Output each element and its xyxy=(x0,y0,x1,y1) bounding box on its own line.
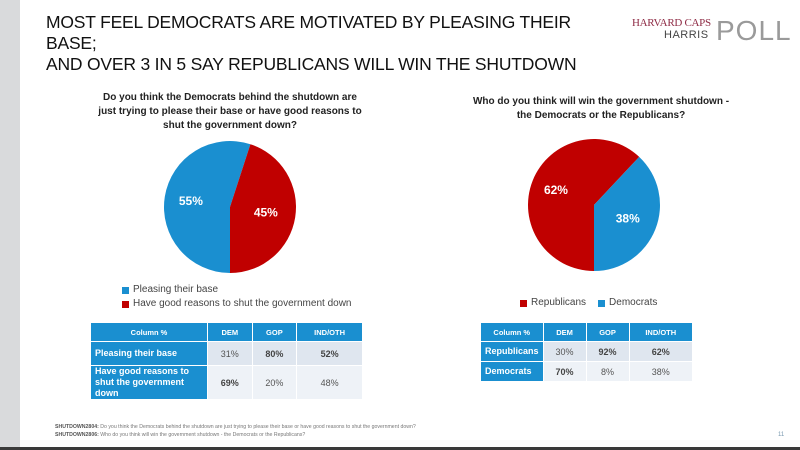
column-header: IND/OTH xyxy=(296,322,363,342)
crosstab-shutdown-winner: Column % DEM GOP IND/OTH Republicans 30%… xyxy=(480,322,694,382)
pie-chart-base-motivation: 55% 45% xyxy=(163,141,296,273)
row-label: Have good reasons to shut the government… xyxy=(90,365,208,400)
harvard-caps-harris-poll-logo: HARVARD CAPS HARRIS POLL xyxy=(632,14,791,50)
bottom-bar xyxy=(0,447,800,450)
table-header-row: Column % DEM GOP IND/OTH xyxy=(90,322,363,342)
table-cell: 20% xyxy=(251,365,298,400)
legend-swatch-blue xyxy=(598,299,606,307)
table-cell: 70% xyxy=(542,361,587,382)
footnote-code: SHUTDOWN2804: xyxy=(55,424,99,430)
slide-title: MOST FEEL DEMOCRATS ARE MOTIVATED BY PLE… xyxy=(46,12,606,75)
table-cell: 92% xyxy=(585,341,630,362)
footnote-text: Who do you think will win the government… xyxy=(98,432,306,438)
pie-slice-democrats xyxy=(594,156,660,271)
footnote-text: Do you think the Democrats behind the sh… xyxy=(98,424,416,430)
table-row: Republicans 30% 92% 62% xyxy=(480,341,694,362)
footnote-code: SHUTDOWN2806: xyxy=(55,432,99,438)
table-cell: 69% xyxy=(207,365,253,400)
legend-item: Have good reasons to shut the government… xyxy=(122,297,351,311)
question-1-line: just trying to please their base or have… xyxy=(98,106,362,117)
table-cell: 8% xyxy=(585,361,630,382)
logo-harris: HARRIS xyxy=(664,29,709,41)
logo-harvard-caps: HARVARD CAPS xyxy=(632,17,711,29)
legend-item: Pleasing their base xyxy=(122,283,351,297)
table-cell: 38% xyxy=(628,361,694,382)
pie-2-legend: Republicans Democrats xyxy=(520,296,657,310)
legend-label: Democrats xyxy=(609,297,658,308)
table-row: Pleasing their base 31% 80% 52% xyxy=(90,341,363,366)
legend-label: Republicans xyxy=(531,297,587,308)
footnote: SHUTDOWN2804: Do you think the Democrats… xyxy=(55,423,416,431)
pie-data-label: 38% xyxy=(616,211,640,225)
logo-poll: POLL xyxy=(716,15,792,46)
question-1-title: Do you think the Democrats behind the sh… xyxy=(86,91,374,133)
pie-chart-shutdown-winner: 62% 38% xyxy=(528,138,660,271)
footnotes: SHUTDOWN2804: Do you think the Democrats… xyxy=(55,423,416,439)
legend-swatch-red xyxy=(122,300,129,308)
question-2-line: Who do you think will win the government… xyxy=(472,96,730,107)
table-row: Have good reasons to shut the government… xyxy=(90,365,363,400)
legend-swatch-blue xyxy=(122,286,129,294)
pie-slice-pleasing-their-base xyxy=(163,141,251,273)
row-label: Republicans xyxy=(480,341,544,362)
question-2-line: the Democrats or the Republicans? xyxy=(516,110,686,121)
legend-label: Pleasing their base xyxy=(133,284,219,295)
row-label: Pleasing their base xyxy=(90,341,208,366)
table-cell: 80% xyxy=(251,341,298,366)
column-header: GOP xyxy=(585,322,630,342)
column-header: DEM xyxy=(542,322,587,342)
row-label: Democrats xyxy=(480,361,544,382)
legend-item: Republicans xyxy=(520,296,586,310)
title-line-2: AND OVER 3 IN 5 SAY REPUBLICANS WILL WIN… xyxy=(46,54,577,74)
question-1-line: Do you think the Democrats behind the sh… xyxy=(103,92,357,103)
column-header: DEM xyxy=(207,322,253,342)
pie-slice-have-good-reasons-to-shut-the-government-down xyxy=(230,144,296,273)
table-cell: 52% xyxy=(296,341,363,366)
pie-1-legend: Pleasing their base Have good reasons to… xyxy=(122,283,351,311)
legend-label: Have good reasons to shut the government… xyxy=(133,298,352,309)
legend-item: Democrats xyxy=(598,296,657,310)
column-header: Column % xyxy=(480,322,544,342)
table-cell: 31% xyxy=(207,341,253,366)
question-2-title: Who do you think will win the government… xyxy=(470,95,732,123)
left-accent-bar xyxy=(0,0,20,447)
pie-data-label: 55% xyxy=(179,194,203,208)
table-cell: 30% xyxy=(542,341,587,362)
page-number: 11 xyxy=(778,432,785,438)
pie-data-label: 45% xyxy=(254,206,278,220)
title-line-1: MOST FEEL DEMOCRATS ARE MOTIVATED BY PLE… xyxy=(46,12,571,53)
table-row: Democrats 70% 8% 38% xyxy=(480,361,694,382)
table-cell: 62% xyxy=(628,341,694,362)
crosstab-base-motivation: Column % DEM GOP IND/OTH Pleasing their … xyxy=(90,322,363,400)
table-cell: 48% xyxy=(296,365,363,400)
column-header: IND/OTH xyxy=(628,322,694,342)
footnote: SHUTDOWN2806: Who do you think will win … xyxy=(55,431,416,439)
column-header: GOP xyxy=(251,322,298,342)
legend-swatch-red xyxy=(520,299,527,307)
question-1-line: shut the government down? xyxy=(163,120,297,131)
column-header: Column % xyxy=(90,322,208,342)
pie-slice-republicans xyxy=(528,138,640,271)
pie-data-label: 62% xyxy=(544,183,568,197)
table-header-row: Column % DEM GOP IND/OTH xyxy=(480,322,694,342)
